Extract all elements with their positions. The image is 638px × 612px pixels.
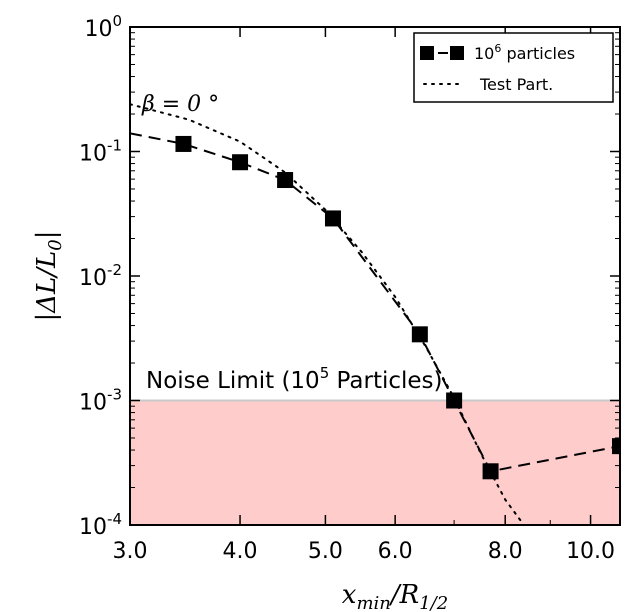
data-point-0-3 [277,172,294,189]
x-tick-label: 6.0 [378,539,413,564]
y-tick-exp: -4 [107,510,122,528]
x-tick-label: 10.0 [566,539,615,564]
noise-limit-exp: 5 [320,364,330,382]
y-tick-label: 10-4 [79,510,122,540]
data-point-0-8 [612,438,620,455]
x-tick-label: 8.0 [488,539,523,564]
y-tick-base: 10 [84,17,112,42]
noise-limit-base: 10 [290,368,319,394]
noise-limit-prefix: Noise Limit ( [146,368,290,394]
x-tick-label: 4.0 [223,539,258,564]
noise-limit-region [130,400,620,525]
data-point-0-6 [446,392,463,409]
x-tick-label: 5.0 [308,539,343,564]
legend-particles-suffix: particles [501,44,575,63]
series-layer [130,103,620,525]
series-line-0 [130,132,620,473]
y-tick-label: 10-1 [79,137,122,167]
y-tick-exp: 0 [112,12,122,30]
y-tick-exp: -2 [107,261,122,279]
legend-label-test-part: Test Part. [479,75,553,94]
data-point-0-5 [411,326,428,343]
y-tick-exp: -1 [107,137,122,155]
data-point-0-2 [232,154,249,171]
y-axis-label: |ΔL/L0| [32,230,66,321]
legend-marker-particles-2 [450,46,464,60]
legend-particles-base: 10 [474,44,494,63]
data-point-0-1 [175,135,192,152]
legend-marker-particles-1 [420,46,434,60]
y-tick-base: 10 [79,515,107,540]
y-tick-base: 10 [79,142,107,167]
noise-limit-suffix: Particles) [329,368,442,394]
x-ticks: 3.0 4.0 5.0 6.0 8.0 10.0 [113,27,615,564]
y-tick-label: 10-3 [79,386,122,416]
noise-limit-annotation: Noise Limit (105 Particles) [146,364,443,394]
legend-label-particles: 106 particles [474,42,575,63]
legend: 106 particles Test Part. [413,32,614,103]
data-point-0-4 [324,210,341,227]
y-tick-base: 10 [79,391,107,416]
y-tick-base: 10 [79,266,107,291]
legend-box [413,32,614,103]
y-tick-label: 100 [84,12,122,42]
beta-annotation: β = 0 ° [141,92,219,117]
y-tick-exp: -3 [107,386,122,404]
legend-particles-exp: 6 [494,42,501,55]
y-tick-label: 10-2 [79,261,122,291]
x-axis-label: xmin/R1/2 [342,580,448,612]
x-tick-label: 3.0 [113,539,148,564]
